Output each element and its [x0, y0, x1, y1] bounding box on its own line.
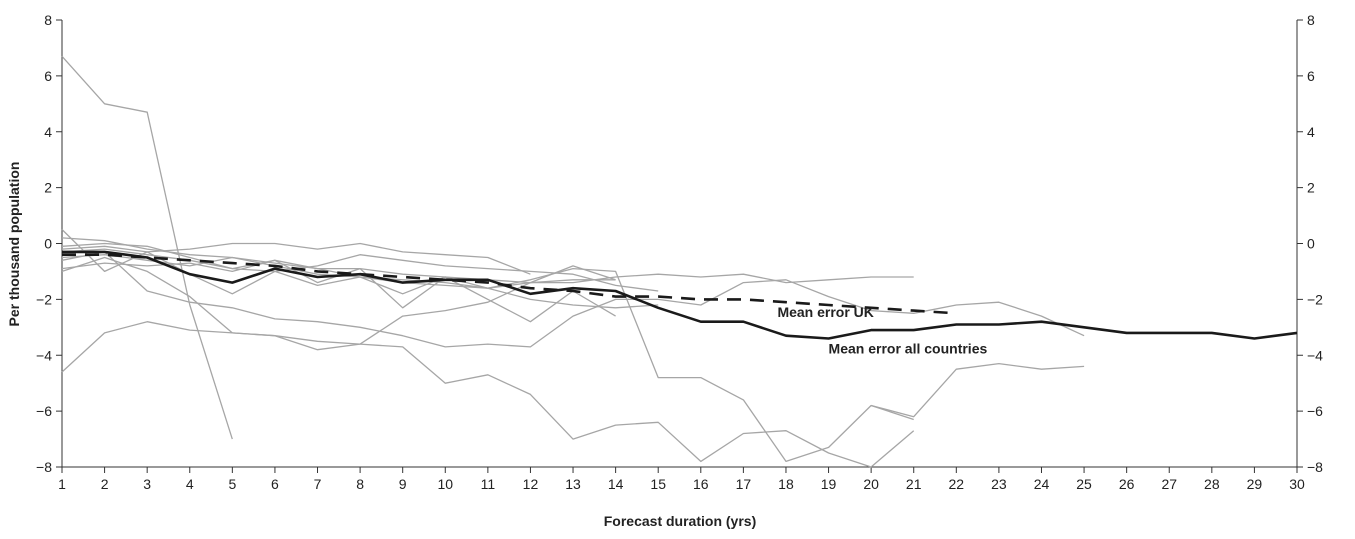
country-error-line — [61, 229, 914, 463]
y-tick-label-right: −8 — [1307, 459, 1323, 475]
x-tick-label: 29 — [1247, 476, 1263, 492]
y-tick-label-right: 0 — [1307, 236, 1315, 252]
y-tick-label-left: 6 — [44, 68, 52, 84]
x-tick-label: 23 — [991, 476, 1007, 492]
x-tick-label: 8 — [356, 476, 364, 492]
country-error-line — [61, 256, 616, 351]
mean-error-all-countries-line — [62, 250, 1298, 340]
y-tick-label-right: −2 — [1307, 291, 1323, 307]
y-tick-label-left: 0 — [44, 236, 52, 252]
mean-error-uk-line — [62, 253, 957, 315]
y-tick-label-left: 8 — [44, 12, 52, 28]
country-error-line — [61, 259, 616, 323]
x-tick-label: 15 — [650, 476, 666, 492]
y-tick-label-right: −6 — [1307, 403, 1323, 419]
y-tick-label-left: −8 — [36, 459, 52, 475]
y-tick-label-right: 6 — [1307, 68, 1315, 84]
country-error-line — [61, 251, 1085, 348]
x-tick-label: 30 — [1289, 476, 1305, 492]
x-tick-label: 24 — [1034, 476, 1050, 492]
country-error-line — [870, 362, 1085, 418]
y-tick-label-right: 2 — [1307, 180, 1315, 196]
y-tick-label-left: 2 — [44, 180, 52, 196]
y-tick-label-right: −4 — [1307, 347, 1323, 363]
x-tick-label: 26 — [1119, 476, 1135, 492]
x-tick-label: 7 — [314, 476, 322, 492]
labels-layer: Forecast duration (yrs) Per thousand pop… — [6, 162, 987, 529]
x-tick-label: 21 — [906, 476, 922, 492]
country-error-line — [61, 55, 233, 440]
x-tick-label: 27 — [1161, 476, 1177, 492]
x-axis-label: Forecast duration (yrs) — [604, 513, 756, 529]
series-layer — [61, 55, 1298, 468]
axes: −8 −8−6 −6−4 −4−2 −20 02 24 46 68 81 2 3 4 5 6 7 8 9 10 11 1… — [36, 12, 1323, 492]
y-tick-label-left: −4 — [36, 347, 52, 363]
x-tick-label: 20 — [863, 476, 879, 492]
y-axis-label: Per thousand population — [6, 162, 22, 327]
x-tick-label: 17 — [736, 476, 752, 492]
country-error-line — [61, 242, 531, 275]
x-tick-label: 3 — [143, 476, 151, 492]
x-tick-label: 11 — [481, 476, 496, 492]
country-error-line — [61, 237, 659, 309]
x-tick-label: 16 — [693, 476, 709, 492]
y-tick-label-right: 8 — [1307, 12, 1315, 28]
country-error-line — [61, 321, 915, 468]
x-tick-label: 1 — [58, 476, 66, 492]
y-tick-label-left: −2 — [36, 291, 52, 307]
x-tick-label: 12 — [523, 476, 539, 492]
country-error-line — [61, 242, 616, 284]
y-tick-label-left: −6 — [36, 403, 52, 419]
x-tick-label: 9 — [399, 476, 407, 492]
x-tick-label: 18 — [778, 476, 794, 492]
x-tick-label: 19 — [821, 476, 837, 492]
x-tick-label: 6 — [271, 476, 279, 492]
x-tick-label: 25 — [1076, 476, 1092, 492]
y-tick-label-left: 4 — [44, 124, 52, 140]
country-error-line — [61, 248, 659, 292]
annotation-mean-error-uk: Mean error UK — [777, 304, 873, 320]
x-tick-label: 4 — [186, 476, 194, 492]
x-tick-label: 22 — [949, 476, 965, 492]
x-tick-label: 28 — [1204, 476, 1220, 492]
x-tick-label: 13 — [565, 476, 581, 492]
y-tick-label-right: 4 — [1307, 124, 1315, 140]
x-tick-label: 5 — [228, 476, 236, 492]
annotation-mean-error-all-countries: Mean error all countries — [829, 340, 988, 356]
x-tick-label: 2 — [101, 476, 109, 492]
x-tick-label: 10 — [437, 476, 453, 492]
x-tick-label: 14 — [608, 476, 624, 492]
